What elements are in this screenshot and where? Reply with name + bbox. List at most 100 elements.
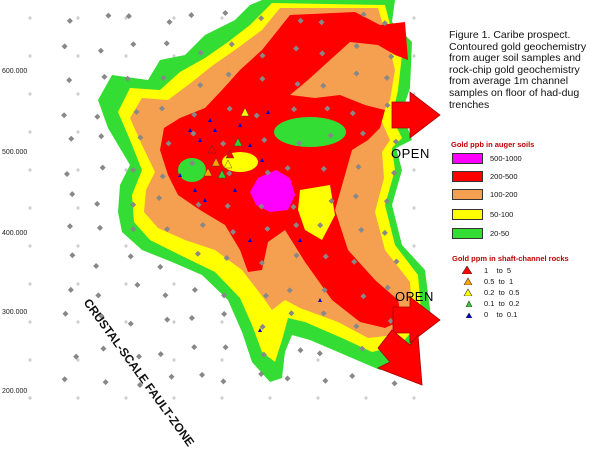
soil-sample-point bbox=[293, 45, 300, 52]
soil-sample-point bbox=[384, 102, 391, 109]
rock-sample-0-0.1 bbox=[188, 128, 192, 132]
y-axis-label: 200.000 bbox=[2, 388, 28, 395]
soil-sample-point bbox=[61, 43, 68, 50]
grid-marker bbox=[364, 396, 368, 400]
soil-sample-point bbox=[130, 166, 137, 173]
rock-sample-0.1-0.2 bbox=[233, 137, 243, 147]
soil-sample-point bbox=[293, 222, 300, 229]
grid-marker bbox=[28, 282, 32, 286]
soil-sample-point bbox=[97, 47, 104, 54]
soil-legend-label: 500-1000 bbox=[490, 154, 522, 163]
rock-sample-0-0.1 bbox=[248, 143, 252, 147]
soil-swatch-20-50 bbox=[452, 228, 483, 239]
soil-sample-point bbox=[259, 75, 266, 82]
soil-sample-point bbox=[318, 19, 325, 26]
grid-marker bbox=[28, 92, 32, 96]
soil-sample-point bbox=[391, 169, 398, 176]
grid-marker bbox=[76, 282, 80, 286]
soil-sample-point bbox=[136, 382, 143, 389]
soil-sample-point bbox=[95, 292, 102, 299]
soil-sample-point bbox=[69, 191, 76, 198]
soil-sample-point bbox=[259, 52, 266, 59]
soil-sample-point bbox=[66, 223, 73, 230]
soil-sample-point bbox=[102, 379, 109, 386]
soil-sample-point bbox=[258, 371, 265, 378]
soil-legend-label: 200-500 bbox=[490, 172, 518, 181]
soil-sample-point bbox=[134, 281, 141, 288]
grid-marker bbox=[124, 358, 128, 362]
soil-sample-point bbox=[286, 287, 293, 294]
soil-sample-point bbox=[222, 10, 229, 17]
soil-sample-point bbox=[317, 222, 324, 229]
soil-sample-point bbox=[159, 105, 166, 112]
soil-sample-point bbox=[162, 292, 169, 299]
soil-sample-point bbox=[190, 130, 197, 137]
soil-sample-point bbox=[261, 136, 268, 143]
geochemistry-map bbox=[28, 0, 441, 400]
soil-sample-point bbox=[125, 13, 132, 20]
grid-marker bbox=[172, 358, 176, 362]
rock-legend-label: 0.1 to 0.2 bbox=[484, 299, 520, 308]
grid-marker bbox=[28, 320, 32, 324]
soil-sample-point bbox=[62, 310, 69, 317]
soil-sample-point bbox=[393, 258, 400, 265]
rock-sample-0.1-0.2 bbox=[217, 169, 227, 179]
soil-sample-point bbox=[259, 323, 266, 330]
soil-sample-point bbox=[221, 310, 228, 317]
soil-sample-point bbox=[228, 41, 235, 48]
soil-sample-point bbox=[291, 106, 298, 113]
grid-marker bbox=[76, 92, 80, 96]
soil-sample-point bbox=[383, 198, 390, 205]
grid-marker bbox=[28, 16, 32, 20]
soil-legend-label: 20-50 bbox=[490, 229, 510, 238]
open-label-upper: OPEN bbox=[391, 146, 430, 161]
soil-sample-point bbox=[349, 372, 356, 379]
grid-marker bbox=[76, 320, 80, 324]
soil-legend-label: 100-200 bbox=[490, 190, 518, 199]
soil-sample-point bbox=[189, 160, 196, 167]
open-arrow-upper bbox=[391, 91, 441, 139]
grid-marker bbox=[172, 320, 176, 324]
grid-marker bbox=[124, 282, 128, 286]
contour-window-50-100-b bbox=[178, 158, 206, 182]
soil-sample-point bbox=[73, 353, 80, 360]
soil-sample-point bbox=[381, 20, 388, 27]
soil-sample-point bbox=[320, 165, 327, 172]
y-axis-label: 600.000 bbox=[2, 68, 28, 75]
soil-sample-point bbox=[163, 40, 170, 47]
grid-marker bbox=[76, 358, 80, 362]
soil-sample-point bbox=[297, 347, 304, 354]
soil-sample-point bbox=[224, 203, 231, 210]
grid-marker bbox=[220, 396, 224, 400]
rock-sample-0-0.1 bbox=[248, 238, 252, 242]
soil-sample-point bbox=[360, 11, 367, 18]
soil-legend-title: Gold ppb in auger soils bbox=[451, 140, 535, 149]
rock-sample-0.5-1 bbox=[203, 167, 213, 177]
soil-sample-point bbox=[226, 170, 233, 177]
soil-sample-point bbox=[316, 350, 323, 357]
soil-sample-point bbox=[358, 226, 365, 233]
grid-marker bbox=[412, 54, 416, 58]
soil-sample-point bbox=[351, 258, 358, 265]
soil-sample-point bbox=[136, 353, 143, 360]
grid-marker bbox=[412, 168, 416, 172]
soil-sample-point bbox=[127, 253, 134, 260]
soil-sample-point bbox=[381, 229, 388, 236]
soil-swatch-200-500 bbox=[452, 171, 483, 182]
soil-sample-point bbox=[69, 252, 76, 259]
soil-sample-point bbox=[327, 132, 334, 139]
soil-sample-point bbox=[197, 49, 204, 56]
soil-sample-point bbox=[67, 286, 74, 293]
y-axis-label: 500.000 bbox=[2, 149, 28, 156]
soil-sample-point bbox=[133, 109, 140, 116]
rock-sample-0-0.1 bbox=[213, 128, 217, 132]
grid-marker bbox=[76, 244, 80, 248]
soil-sample-point bbox=[293, 252, 300, 259]
soil-sample-point bbox=[61, 112, 68, 119]
soil-sample-point bbox=[94, 113, 101, 120]
soil-sample-point bbox=[160, 75, 167, 82]
soil-sample-point bbox=[359, 345, 366, 352]
soil-sample-point bbox=[263, 292, 270, 299]
rock-sample-0-0.1 bbox=[258, 328, 262, 332]
grid-marker bbox=[76, 206, 80, 210]
